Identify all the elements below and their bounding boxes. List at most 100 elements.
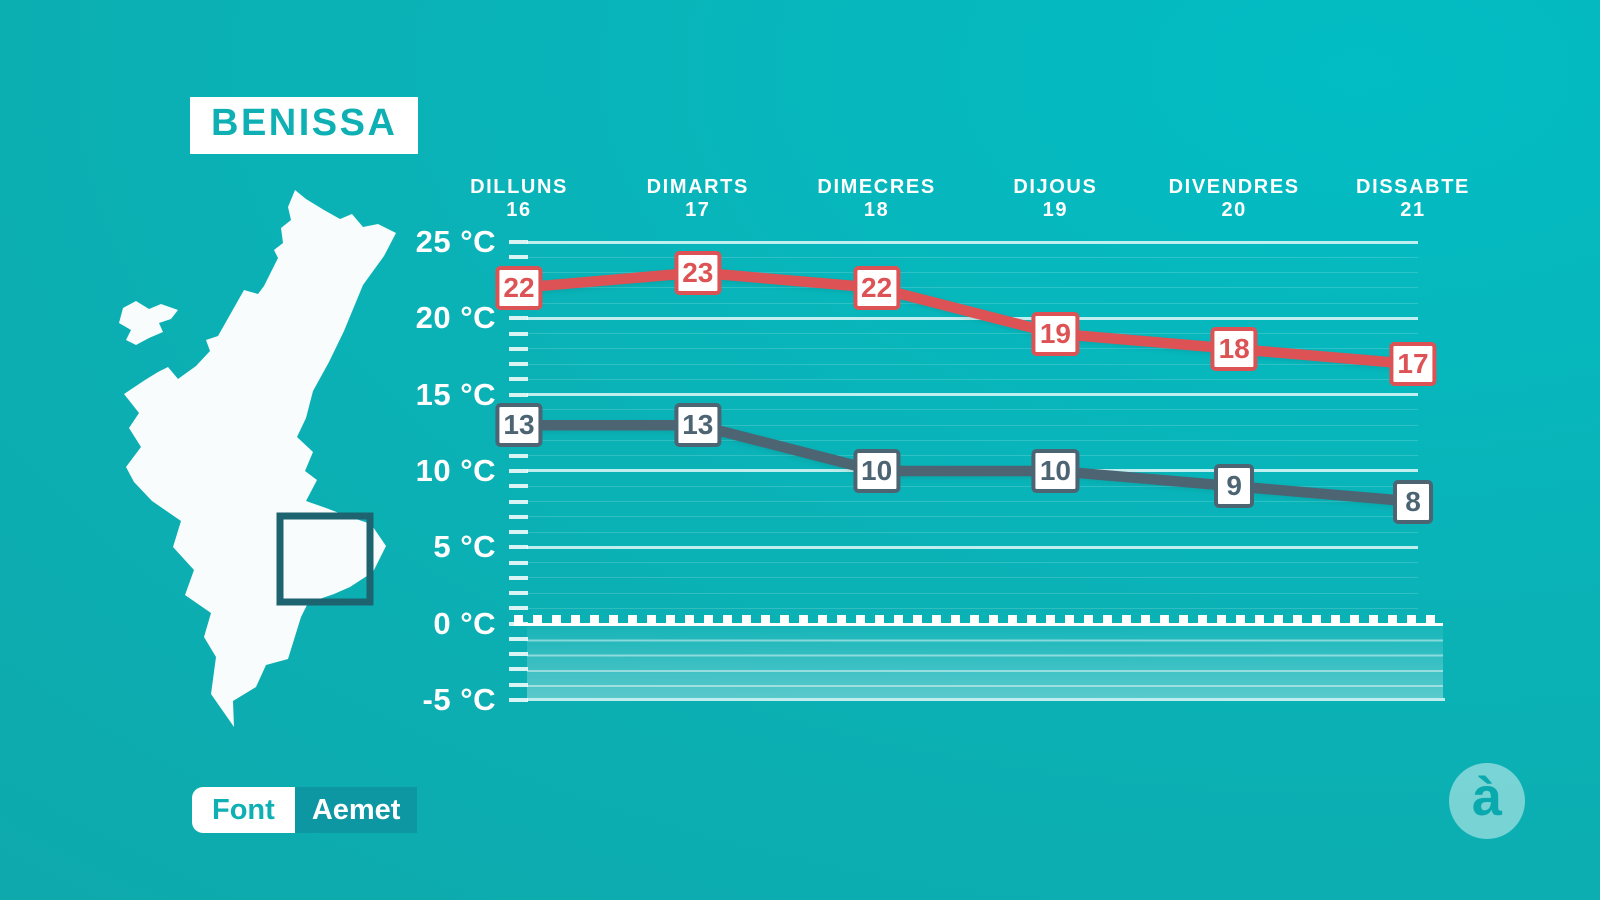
y-axis-tick [509,591,528,596]
y-axis-tick [509,652,528,657]
day-name: DISSABTE [1356,176,1470,198]
gridline-minor [527,531,1418,533]
gridline-minor [527,333,1418,335]
gridline-minor [527,378,1418,380]
gridline-minor [527,562,1418,564]
y-axis-label: 20 °C [415,300,496,336]
y-axis-tick [509,484,528,489]
y-axis-tick [509,331,528,336]
gridline-minor [527,302,1418,304]
min-temperature-value-label: 10 [853,448,901,493]
apunt-logo-icon: à [1449,763,1525,839]
day-name: DIJOUS [1013,176,1098,198]
day-header: DILLUNS 16 [424,176,614,222]
gridline-minor [527,501,1418,503]
day-name: DIVENDRES [1168,176,1300,198]
min-temperature-value-label: 8 [1393,479,1433,524]
max-temperature-line [513,267,1419,370]
day-header: DIMECRES 18 [782,176,972,222]
zero-line-dashes [514,614,1443,623]
y-axis-label: 25 °C [415,224,496,259]
y-axis-tick [509,240,528,244]
y-axis-tick [509,362,528,367]
gridline-minor [527,455,1418,457]
day-date: 17 [685,199,711,221]
gridline-minor [527,348,1418,350]
gridline-minor [527,439,1418,441]
gridline-minor [527,607,1418,609]
y-axis-tick [509,560,528,565]
max-temperature-value-label: 22 [853,265,901,310]
gridline-minor [527,592,1418,594]
y-axis-tick [509,606,528,611]
day-header: DIVENDRES 20 [1139,176,1329,222]
y-axis-tick [509,346,528,351]
y-axis-tick [509,499,528,504]
max-temperature-value-label: 18 [1210,326,1258,371]
gridline-minor [527,363,1418,365]
y-axis-tick [509,514,528,519]
gridline-major [527,316,1418,320]
max-temperature-value-label: 23 [674,250,722,295]
apunt-logo-glyph: à [1471,767,1503,827]
y-axis-label: 5 °C [433,529,496,565]
gridline-major [527,545,1418,549]
day-header: DIMARTS 17 [603,176,793,222]
y-axis-tick [509,468,528,473]
day-date: 18 [863,199,890,221]
y-axis-tick [509,667,528,672]
max-temperature-value-label: 19 [1031,311,1079,356]
min-temperature-value-label: 13 [495,403,543,448]
source-label: Font [192,787,295,833]
max-temperature-value-label: 22 [495,265,543,310]
day-date: 19 [1042,199,1069,221]
day-date: 20 [1221,199,1247,221]
y-axis-tick [509,682,528,687]
y-axis-label: -5 °C [422,681,496,717]
gridline-minor [527,424,1418,426]
zero-line [514,622,1443,626]
gridline-minor [527,272,1418,274]
gridline-minor [527,409,1418,411]
source-value: Aemet [294,787,418,833]
region-highlight-box [276,512,374,606]
min-temperature-value-label: 10 [1031,448,1079,493]
y-axis-tick [509,530,528,535]
y-axis-tick [509,392,528,397]
gridline-minor [527,287,1418,289]
day-name: DIMARTS [646,176,749,198]
gridline-major [527,240,1418,244]
y-axis-tick [509,453,528,458]
y-axis-tick [509,545,528,550]
gridline-minor [527,256,1418,258]
min-temperature-value-label: 9 [1214,464,1255,509]
gridline-minor [527,577,1418,579]
day-header: DIJOUS 19 [960,176,1150,222]
y-axis-tick [509,255,528,260]
y-axis-tick [509,636,528,641]
gridline-major [527,393,1418,397]
day-name: DIMECRES [817,176,936,198]
valencia-region-map [119,190,396,727]
day-name: DILLUNS [470,176,568,198]
gridline-major [527,698,1445,702]
y-axis-tick [509,697,528,702]
y-axis-label: 15 °C [415,376,496,412]
location-title: BENISSA [211,102,398,144]
y-axis-tick [509,316,528,321]
y-axis-label: 0 °C [433,605,496,641]
gridline-minor [527,485,1418,487]
y-axis-tick [509,377,528,382]
y-axis-label: 10 °C [415,452,496,488]
source-tag: Font Aemet [192,787,418,833]
ademuz-exclave-silhouette [119,301,178,345]
location-title-box: BENISSA [190,97,419,154]
day-date: 21 [1400,199,1426,221]
day-date: 16 [506,199,532,221]
below-zero-band [527,625,1443,698]
max-temperature-value-label: 17 [1389,342,1437,387]
y-axis-tick [509,575,528,580]
region-map-silhouette [124,190,396,727]
